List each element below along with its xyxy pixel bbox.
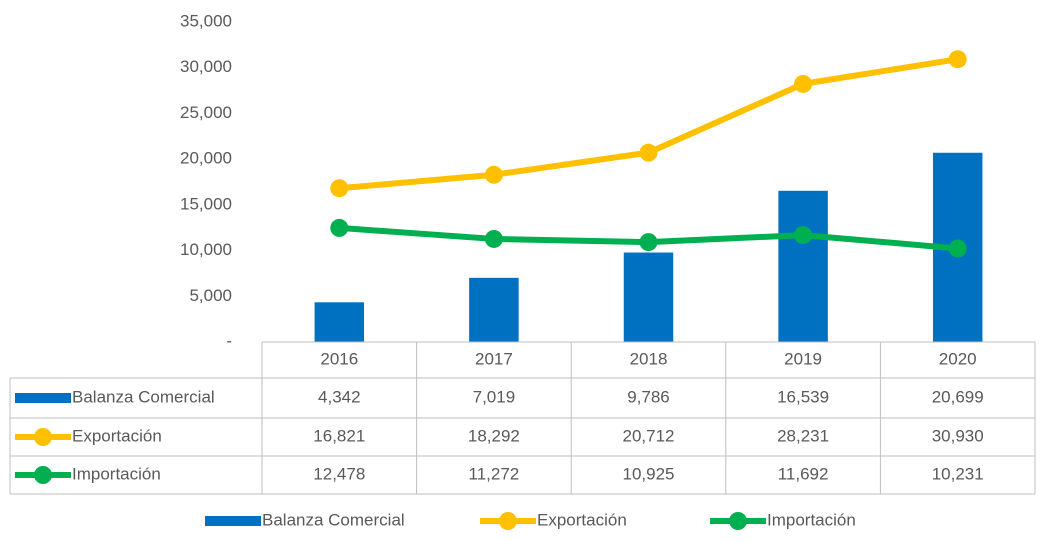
line bbox=[339, 56, 959, 192]
table-cell: 30,930 bbox=[932, 426, 984, 445]
x-tick-label: 2019 bbox=[784, 349, 822, 368]
y-tick-label: - bbox=[226, 331, 232, 350]
legend-key bbox=[34, 466, 52, 484]
x-tick-label: 2018 bbox=[630, 349, 668, 368]
legend-key bbox=[15, 393, 71, 403]
legend-key bbox=[34, 428, 52, 446]
y-tick-label: 25,000 bbox=[180, 103, 232, 122]
table-cell: 16,821 bbox=[313, 426, 365, 445]
legend-label: Balanza Comercial bbox=[262, 510, 405, 529]
table-cell: 10,925 bbox=[623, 464, 675, 483]
table-cell: 11,272 bbox=[469, 464, 520, 483]
table-row-label: Balanza Comercial bbox=[72, 387, 215, 406]
table-cell: 7,019 bbox=[473, 387, 516, 406]
table-cell: 20,712 bbox=[623, 426, 675, 445]
legend-label: Importación bbox=[767, 510, 856, 529]
table-cell: 4,342 bbox=[318, 387, 361, 406]
marker bbox=[639, 143, 658, 162]
table-cell: 11,692 bbox=[778, 464, 829, 483]
marker bbox=[948, 239, 967, 258]
table-cell: 12,478 bbox=[313, 464, 365, 483]
y-tick-label: 30,000 bbox=[180, 57, 232, 76]
table-cell: 9,786 bbox=[627, 387, 670, 406]
marker bbox=[330, 179, 349, 198]
x-tick-label: 2016 bbox=[320, 349, 358, 368]
table-cell: 28,231 bbox=[777, 426, 829, 445]
table-cell: 16,539 bbox=[777, 387, 829, 406]
legend-key bbox=[499, 512, 517, 530]
y-tick-label: 5,000 bbox=[189, 286, 232, 305]
marker bbox=[639, 233, 658, 252]
bar bbox=[623, 252, 674, 342]
marker bbox=[794, 226, 813, 245]
y-tick-label: 35,000 bbox=[180, 11, 232, 30]
legend-key bbox=[729, 512, 747, 530]
marker bbox=[330, 218, 349, 237]
marker bbox=[948, 50, 967, 69]
marker bbox=[484, 229, 503, 248]
bar bbox=[314, 302, 365, 342]
table-cell: 18,292 bbox=[468, 426, 520, 445]
y-tick-label: 10,000 bbox=[180, 240, 232, 259]
marker bbox=[794, 74, 813, 93]
legend-key bbox=[205, 516, 261, 526]
table-cell: 20,699 bbox=[932, 387, 984, 406]
y-tick-label: 15,000 bbox=[180, 194, 232, 213]
table-row-label: Importación bbox=[72, 464, 161, 483]
legend-label: Exportación bbox=[537, 510, 627, 529]
marker bbox=[484, 165, 503, 184]
x-tick-label: 2020 bbox=[939, 349, 977, 368]
x-tick-label: 2017 bbox=[475, 349, 513, 368]
bar bbox=[778, 190, 828, 342]
bar bbox=[469, 277, 519, 342]
table-cell: 10,231 bbox=[932, 464, 984, 483]
y-tick-label: 20,000 bbox=[180, 149, 232, 168]
table-row-label: Exportación bbox=[72, 426, 162, 445]
